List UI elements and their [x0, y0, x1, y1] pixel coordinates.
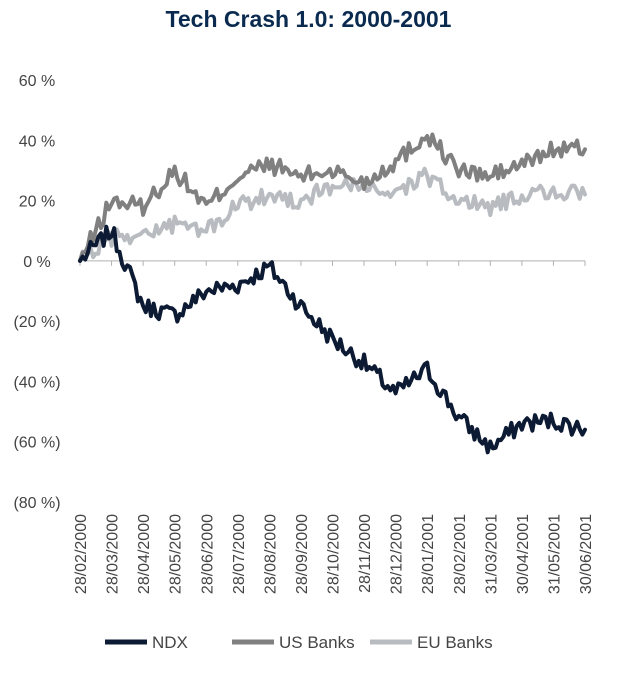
- x-tick-label: 28/01/2001: [420, 514, 437, 594]
- x-tick-label: 28/06/2000: [199, 514, 216, 594]
- y-tick-label: 40 %: [19, 133, 55, 150]
- ndx-line: [78, 224, 587, 455]
- x-tick-label: 28/04/2000: [136, 514, 153, 594]
- x-tick-label: 31/03/2001: [483, 514, 500, 594]
- x-tick-label: 28/07/2000: [231, 514, 248, 594]
- eu-banks-line: [78, 166, 587, 263]
- legend-label-ndx: NDX: [152, 633, 188, 652]
- series-lines: [78, 132, 587, 455]
- x-axis: 28/02/2000 28/03/2000 28/04/2000 28/05/2000…: [73, 260, 595, 594]
- y-tick-label: (20 %): [13, 314, 60, 331]
- y-tick-label: (60 %): [13, 435, 60, 452]
- y-tick-label: (80 %): [13, 495, 60, 512]
- y-axis: 60 % 40 % 20 % 0 % (20 %) (40 %) (60 %) (80 %): [13, 73, 60, 512]
- y-tick-label: (40 %): [13, 374, 60, 391]
- chart-title: Tech Crash 1.0: 2000-2001: [165, 6, 452, 32]
- y-tick-label: 0 %: [23, 254, 51, 271]
- legend: NDX US Banks EU Banks: [105, 633, 493, 652]
- y-tick-label: 60 %: [19, 73, 55, 90]
- x-tick-label: 28/12/2000: [389, 514, 406, 594]
- x-tick-label: 28/11/2000: [357, 514, 374, 593]
- x-tick-label: 30/04/2001: [515, 514, 532, 594]
- legend-label-eu-banks: EU Banks: [417, 633, 493, 652]
- x-tick-label: 28/02/2000: [73, 514, 90, 594]
- x-tick-label: 28/08/2000: [262, 514, 279, 594]
- x-tick-label: 31/05/2001: [546, 514, 563, 594]
- y-tick-label: 20 %: [19, 194, 55, 211]
- x-tick-label: 28/05/2000: [168, 514, 185, 594]
- x-tick-label: 28/09/2000: [294, 514, 311, 594]
- x-tick-label: 28/02/2001: [452, 514, 469, 594]
- x-tick-label: 30/06/2001: [578, 514, 595, 594]
- x-tick-label: 28/10/2000: [326, 514, 343, 594]
- x-tick-label: 28/03/2000: [105, 514, 122, 594]
- us-banks-line: [78, 132, 587, 263]
- legend-label-us-banks: US Banks: [279, 633, 355, 652]
